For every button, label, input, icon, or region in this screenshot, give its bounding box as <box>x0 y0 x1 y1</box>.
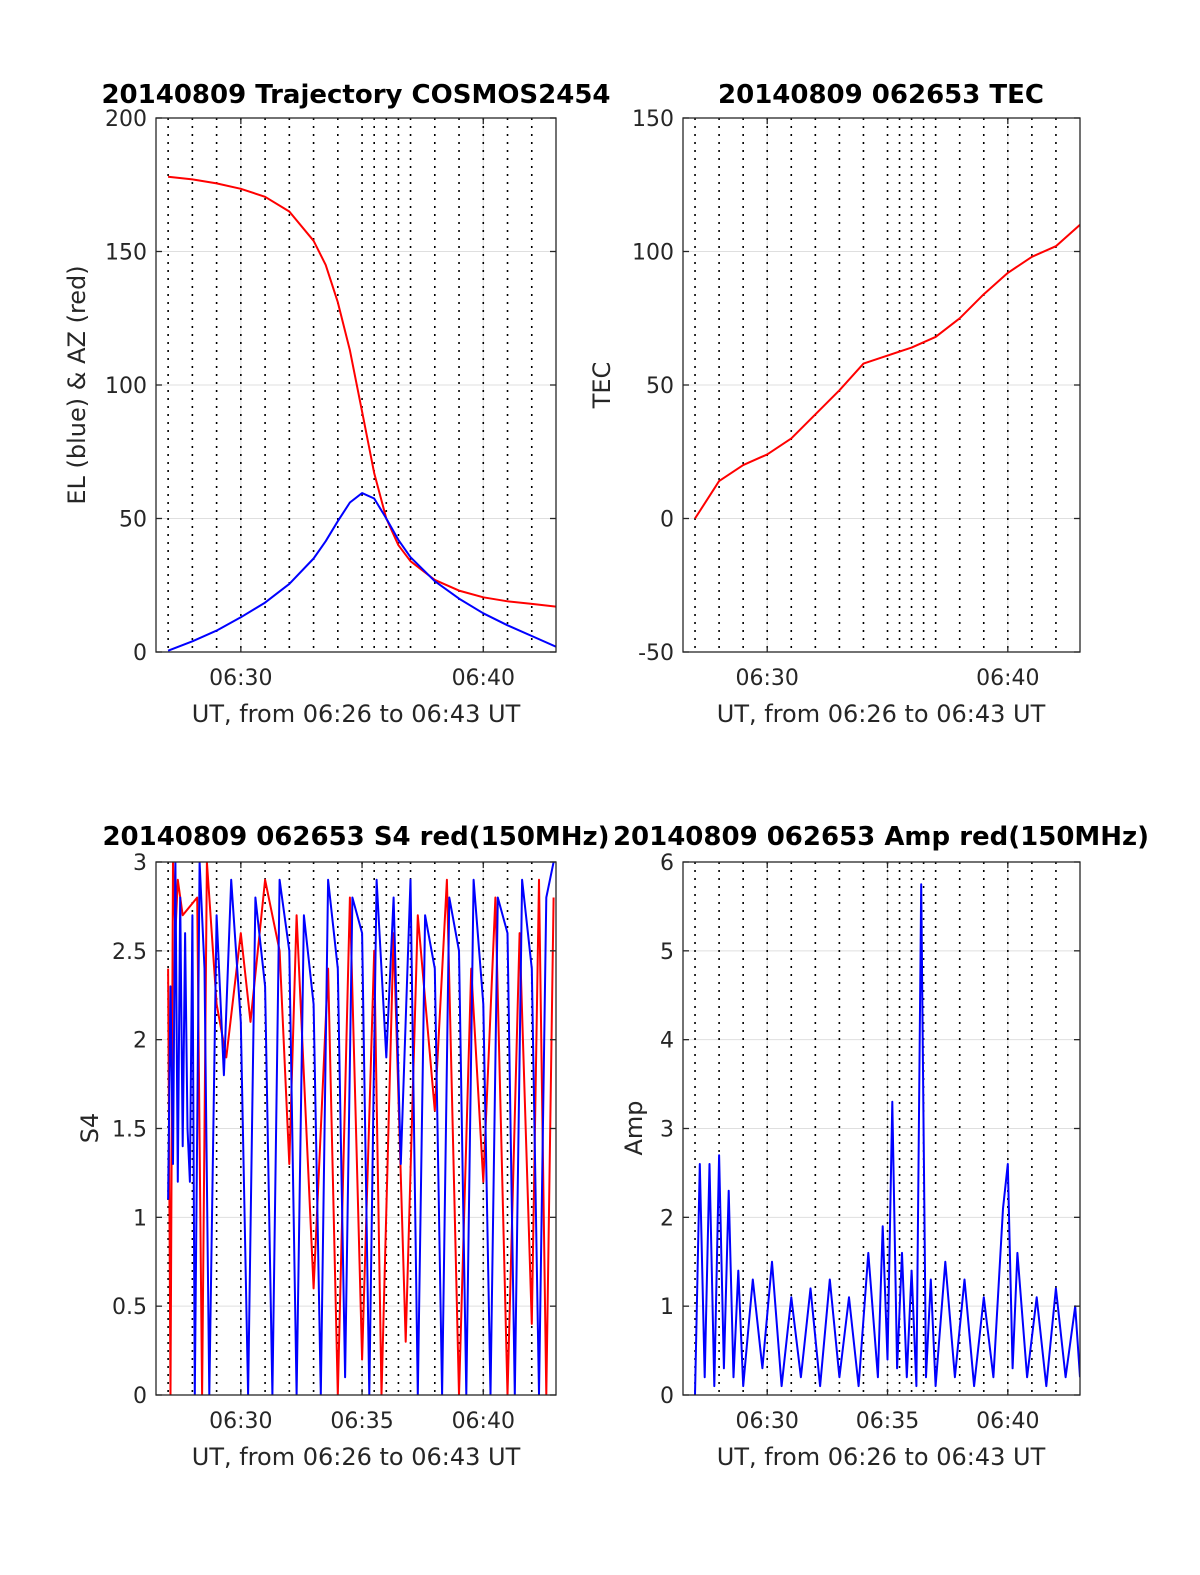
amp-y-label: Amp <box>620 1100 648 1155</box>
trajectory-x-tick-label: 06:40 <box>452 666 515 691</box>
amp-x-tick-label: 06:35 <box>856 1409 919 1434</box>
tec-y-tick-label: -50 <box>638 641 674 666</box>
trajectory-x-tick-label: 06:30 <box>209 666 272 691</box>
s4-y-tick-label: 1.5 <box>112 1118 147 1143</box>
trajectory-series-0-line <box>167 175 556 608</box>
amp-y-tick-label: 0 <box>660 1384 674 1409</box>
tec-y-tick-label: 50 <box>646 374 674 399</box>
amp-y-tick-label: 2 <box>660 1206 674 1231</box>
amp-y-tick-label: 6 <box>660 851 674 876</box>
s4-y-label: S4 <box>76 1113 104 1144</box>
amp-y-tick-label: 1 <box>660 1295 674 1320</box>
s4-y-tick-label: 2 <box>133 1029 147 1054</box>
s4-y-tick-label: 2.5 <box>112 940 147 965</box>
amp-y-tick-label: 3 <box>660 1118 674 1143</box>
trajectory-series-1-line <box>167 492 556 652</box>
s4-series-0-line <box>167 862 555 1395</box>
s4-x-tick-label: 06:35 <box>330 1409 393 1434</box>
amp-series-0-line <box>694 883 1080 1395</box>
trajectory-x-label: UT, from 06:26 to 06:43 UT <box>192 700 521 728</box>
s4-y-tick-label: 3 <box>133 851 147 876</box>
s4-x-label: UT, from 06:26 to 06:43 UT <box>192 1443 521 1471</box>
tec-y-tick-label: 0 <box>660 508 674 533</box>
trajectory-y-tick-label: 100 <box>105 374 147 399</box>
tec-y-label: TEC <box>588 362 616 410</box>
trajectory-y-tick-label: 50 <box>119 508 147 533</box>
trajectory-y-tick-label: 0 <box>133 641 147 666</box>
trajectory-y-tick-label: 200 <box>105 107 147 132</box>
tec-panel: 20140809 062653 TEC TEC UT, from 06:26 t… <box>588 80 1081 728</box>
tec-x-tick-label: 06:40 <box>976 666 1039 691</box>
amp-x-tick-label: 06:30 <box>736 1409 799 1434</box>
s4-y-tick-label: 1 <box>133 1206 147 1231</box>
s4-y-tick-label: 0 <box>133 1384 147 1409</box>
amp-x-label: UT, from 06:26 to 06:43 UT <box>717 1443 1046 1471</box>
s4-series-1-line <box>167 862 555 1395</box>
tec-y-tick-label: 100 <box>632 241 674 266</box>
trajectory-y-tick-label: 150 <box>105 241 147 266</box>
s4-x-tick-label: 06:30 <box>209 1409 272 1434</box>
s4-panel: 20140809 062653 S4 red(150MHz) S4 UT, fr… <box>76 822 610 1471</box>
trajectory-panel: 20140809 Trajectory COSMOS2454 EL (blue)… <box>63 80 611 728</box>
amp-title: 20140809 062653 Amp red(150MHz) <box>613 822 1149 852</box>
s4-x-tick-label: 06:40 <box>452 1409 515 1434</box>
tec-x-tick-label: 06:30 <box>736 666 799 691</box>
s4-y-tick-label: 0.5 <box>112 1295 147 1320</box>
tec-x-label: UT, from 06:26 to 06:43 UT <box>717 700 1046 728</box>
amp-y-tick-label: 5 <box>660 940 674 965</box>
amp-y-tick-label: 4 <box>660 1029 674 1054</box>
tec-title: 20140809 062653 TEC <box>718 80 1044 110</box>
amp-x-tick-label: 06:40 <box>976 1409 1039 1434</box>
trajectory-y-label: EL (blue) & AZ (red) <box>63 265 91 504</box>
tec-y-tick-label: 150 <box>632 107 674 132</box>
s4-title: 20140809 062653 S4 red(150MHz) <box>102 822 609 852</box>
tec-series-0-line <box>694 224 1080 520</box>
amp-panel: 20140809 062653 Amp red(150MHz) Amp UT, … <box>613 822 1149 1471</box>
trajectory-title: 20140809 Trajectory COSMOS2454 <box>101 80 610 110</box>
